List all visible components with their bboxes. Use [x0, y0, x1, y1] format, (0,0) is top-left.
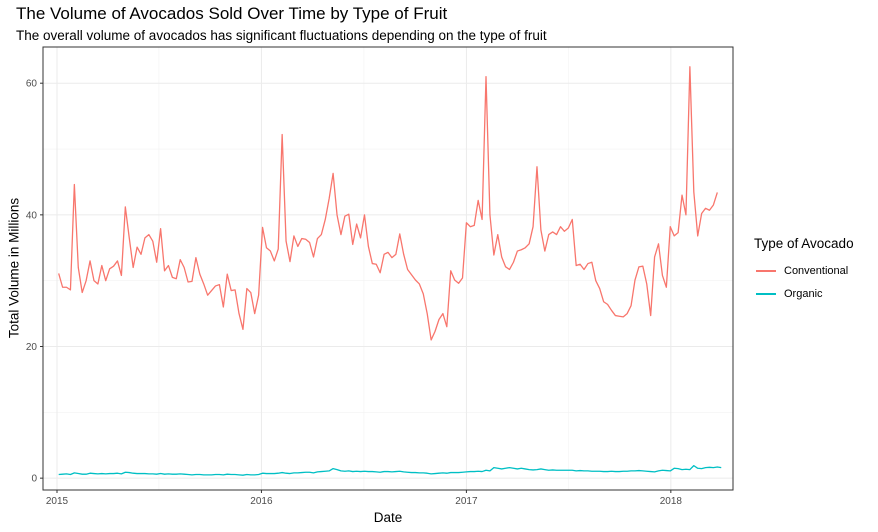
x-tick-label: 2015: [46, 496, 69, 507]
x-tick-label: 2018: [660, 496, 683, 507]
y-tick-label: 0: [31, 474, 37, 485]
grid-lines: [43, 47, 733, 490]
legend-title: Type of Avocado: [754, 236, 854, 251]
y-tick-label: 60: [26, 79, 38, 90]
series-line-organic: [58, 464, 722, 476]
x-tick-label: 2016: [250, 496, 273, 507]
panel-border: [42, 46, 734, 491]
series-lines: [58, 66, 722, 476]
panel-background: [43, 47, 733, 490]
legend-label-organic: Organic: [784, 287, 823, 300]
x-axis-label: Date: [373, 510, 403, 525]
legend-label-conventional: Conventional: [784, 264, 849, 277]
y-tick-label: 40: [26, 210, 38, 221]
y-tick-label: 20: [26, 342, 38, 353]
chart-subtitle: The overall volume of avocados has signi…: [16, 28, 547, 43]
legend-item-organic: Organic: [754, 282, 854, 305]
x-tick-label: 2017: [455, 496, 478, 507]
axis-ticks: 2015 2016 2017 2018 0 20 40 60: [26, 79, 683, 507]
legend: Type of Avocado Conventional Organic: [754, 236, 854, 305]
chart-title: The Volume of Avocados Sold Over Time by…: [16, 4, 448, 23]
legend-item-conventional: Conventional: [754, 259, 854, 282]
legend-key-conventional: [756, 269, 776, 272]
series-line-conventional: [58, 66, 718, 341]
legend-key-organic: [756, 292, 776, 295]
